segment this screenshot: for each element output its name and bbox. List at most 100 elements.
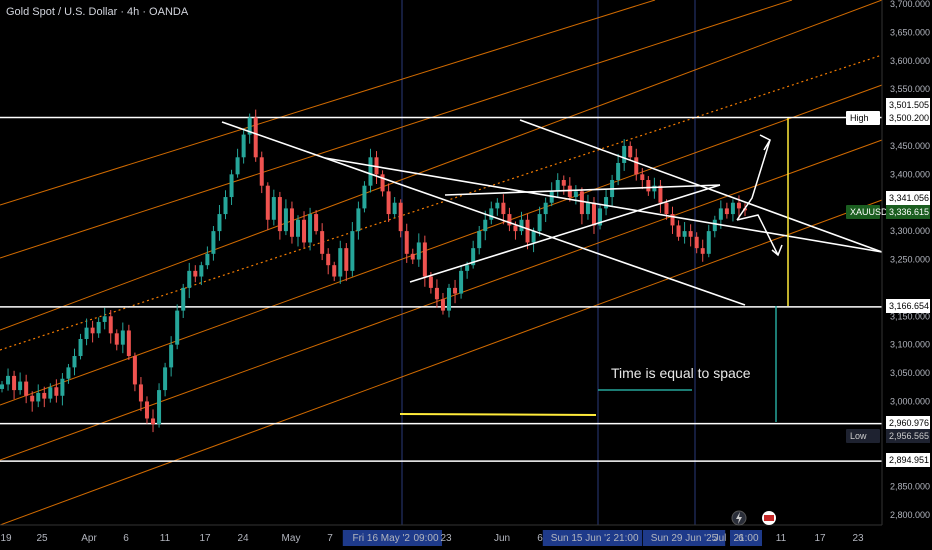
price-tag-value: 2,956.565 [889, 431, 929, 441]
x-tick-label: 11 [776, 533, 787, 544]
candle-body [84, 327, 89, 339]
candle-body [422, 242, 427, 277]
candle-body [416, 242, 421, 260]
candle-body [169, 344, 174, 368]
price-tag-bg [886, 429, 930, 443]
candle-body [380, 174, 385, 192]
candle-body [144, 401, 149, 419]
candle-body [471, 248, 476, 266]
candle-body [223, 197, 228, 215]
candle-body [302, 219, 307, 243]
candle-body [604, 197, 609, 209]
candle-body [108, 316, 113, 334]
candle-body [700, 248, 705, 254]
candle-body [295, 219, 300, 237]
white-trendline [221, 121, 746, 306]
candle-body [259, 157, 264, 186]
candle-body [640, 174, 645, 181]
white-trendline [324, 157, 883, 253]
candle-body [217, 214, 222, 232]
projection-up-arrow [736, 139, 771, 221]
x-tick-label: 21:00 [733, 533, 758, 544]
price-tag-bg [886, 205, 930, 219]
candle-body [132, 356, 137, 385]
y-tick-label: 3,400.000 [890, 169, 930, 179]
candle-body [712, 219, 717, 232]
candle-body [483, 219, 488, 232]
candle-body [676, 225, 681, 237]
candle-body [48, 387, 53, 399]
candle-body [320, 231, 325, 254]
candle-body [187, 270, 192, 288]
candle-body [440, 299, 445, 311]
y-tick-label: 3,250.000 [890, 255, 930, 265]
y-tick-label: 3,150.000 [890, 311, 930, 321]
candle-body [664, 202, 669, 215]
price-tag-bg [886, 299, 930, 313]
candle-body [114, 333, 119, 345]
candle-body [66, 367, 71, 379]
candle-body [537, 214, 542, 232]
x-tick-label: Sun 29 Jun '25 [651, 533, 718, 544]
candle-body [477, 231, 482, 249]
candle-body [495, 202, 500, 209]
orange-channel-line [0, 0, 793, 259]
price-tag-bg [886, 98, 930, 112]
candle-body [90, 327, 95, 334]
flag-glyph [764, 515, 774, 521]
orange-channel-line [0, 199, 883, 526]
y-tick-label: 2,800.000 [890, 510, 930, 520]
x-marker-bg [342, 530, 426, 546]
candle-body [410, 253, 415, 260]
x-marker-bg [642, 530, 726, 546]
y-tick-label: 3,650.000 [890, 27, 930, 37]
y-tick-label: 3,450.000 [890, 141, 930, 151]
candle-body [646, 180, 651, 192]
y-tick-label: 2,850.000 [890, 482, 930, 492]
candle-body [42, 392, 47, 399]
projection-down-arrow [736, 214, 779, 256]
x-tick-label: 24 [237, 533, 249, 544]
candle-body [694, 236, 699, 249]
price-tag-value: 2,894.951 [889, 455, 929, 465]
candle-body [652, 185, 657, 192]
y-tick-label: 3,100.000 [890, 340, 930, 350]
candle-body [447, 287, 452, 311]
x-tick-label: Jun [494, 533, 510, 544]
candle-body [730, 202, 735, 215]
candle-body [736, 202, 741, 209]
candle-body [392, 202, 397, 215]
x-tick-label: 6 [738, 533, 744, 544]
x-tick-label: 17 [199, 533, 211, 544]
price-tag-value: 3,166.654 [889, 301, 929, 311]
chart-title: Gold Spot / U.S. Dollar · 4h · OANDA [6, 6, 189, 18]
candle-body [585, 202, 590, 215]
x-marker-bg [610, 530, 642, 546]
candle-body [507, 214, 512, 226]
price-tag-value: 2,960.976 [889, 418, 929, 428]
candle-body [567, 185, 572, 198]
candle-body [163, 367, 168, 391]
candle-body [54, 387, 59, 396]
x-marker-bg [410, 530, 442, 546]
price-tag-label: Low [850, 431, 867, 441]
candle-body [338, 248, 343, 277]
candle-body [289, 208, 294, 237]
price-axis [882, 0, 932, 550]
candle-body [634, 157, 639, 175]
candle-body [241, 134, 246, 158]
price-tag-value: 3,336.615 [889, 207, 929, 217]
candle-body [453, 287, 458, 294]
x-tick-label: 21:00 [613, 533, 638, 544]
candle-body [211, 231, 216, 254]
candle-body [573, 191, 578, 198]
time-axis [0, 525, 932, 550]
candle-body [138, 384, 143, 402]
x-tick-label: 11 [160, 533, 171, 544]
candle-body [658, 185, 663, 203]
x-tick-label: Apr [81, 533, 97, 544]
candle-body [18, 381, 23, 391]
candle-body [362, 185, 367, 209]
candle-body [96, 321, 101, 334]
